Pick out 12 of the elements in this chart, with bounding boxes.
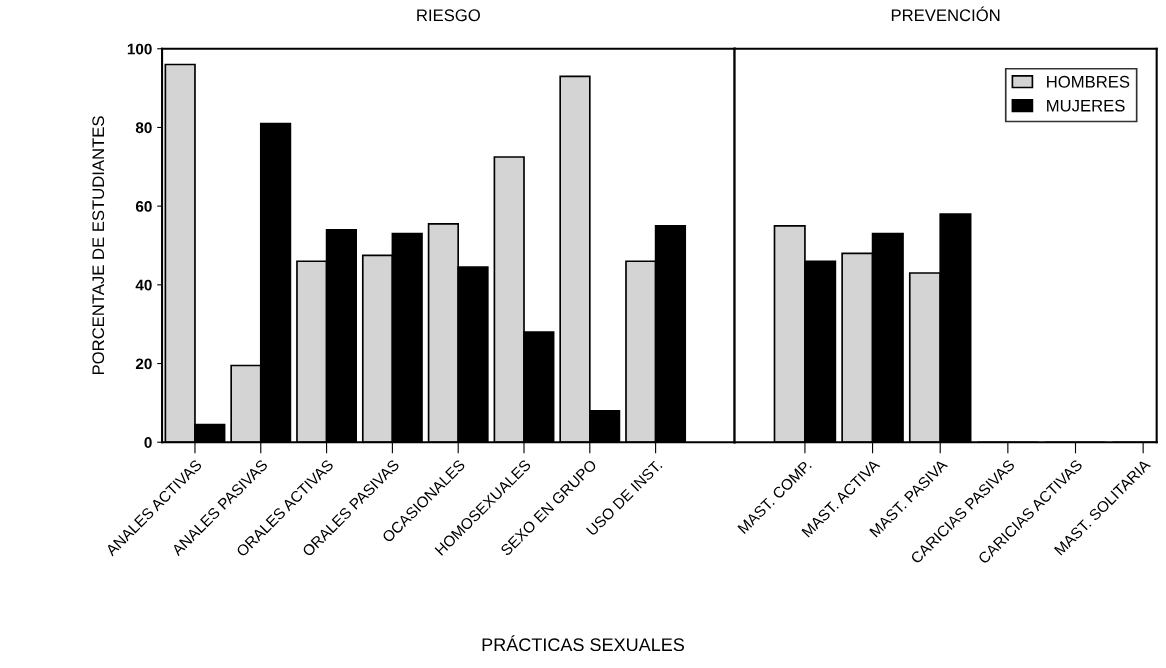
y-tick-label: 20 (135, 358, 152, 370)
y-tick-label: 80 (135, 122, 152, 134)
x-axis-title: PRÁCTICAS SEXUALES (482, 635, 685, 652)
y-tick-label: 100 (127, 43, 152, 55)
legend-label: HOMBRES (1047, 75, 1130, 88)
y-axis-title: PORCENTAJE DE ESTUDIANTES (92, 116, 105, 375)
legend-label: MUJERES (1047, 99, 1125, 112)
chart-title: PREVENCIÓN (891, 6, 1000, 22)
y-tick-label: 0 (144, 437, 152, 448)
y-tick-label: 40 (135, 279, 152, 291)
chart-title: RIESGO (417, 9, 480, 22)
y-tick-label: 60 (135, 201, 152, 212)
